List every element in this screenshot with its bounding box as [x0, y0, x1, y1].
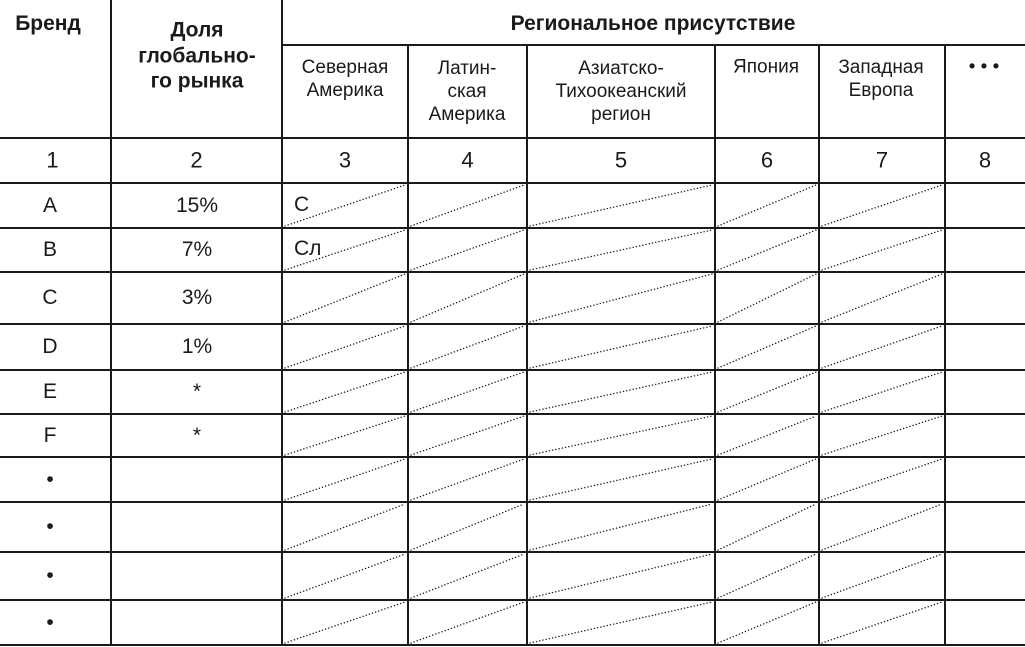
column-number: 5	[614, 147, 628, 173]
dotted-diagonal	[284, 273, 406, 323]
brand-cell: •	[46, 467, 54, 491]
dotted-diagonal	[410, 601, 525, 644]
brand-cell: D	[42, 335, 58, 359]
dotted-diagonal	[410, 553, 525, 599]
brand-header: Бренд	[15, 12, 81, 36]
brand-cell: F	[43, 423, 57, 447]
column-number: 4	[461, 147, 474, 173]
dotted-diagonal	[410, 371, 525, 413]
dotted-diagonal	[284, 601, 406, 644]
market-share-cell: 7%	[181, 238, 213, 262]
brand-cell: •	[46, 610, 54, 634]
region-header: Азиатско- Тихоокеанский регион	[555, 57, 687, 125]
dotted-diagonal	[284, 229, 406, 271]
dotted-diagonal	[529, 273, 713, 323]
market-share-cell: *	[192, 380, 202, 404]
dotted-diagonal	[410, 458, 525, 501]
dotted-diagonal	[821, 503, 943, 551]
dotted-diagonal	[717, 371, 817, 413]
dotted-diagonal	[821, 371, 943, 413]
market-share-cell: 3%	[181, 286, 213, 310]
brand-cell: •	[46, 515, 54, 539]
dotted-diagonal	[529, 553, 713, 599]
dotted-diagonal	[410, 273, 525, 323]
column-number: 7	[875, 147, 889, 173]
dotted-diagonal	[529, 415, 713, 456]
dotted-diagonal	[410, 503, 525, 551]
dotted-diagonal	[717, 458, 817, 501]
dotted-diagonal	[717, 229, 817, 271]
dotted-diagonal	[717, 601, 817, 644]
brand-cell: E	[42, 380, 58, 404]
dotted-diagonal	[284, 325, 406, 369]
dotted-diagonal	[717, 273, 817, 323]
column-number: 8	[978, 147, 992, 173]
column-number: 3	[338, 147, 352, 173]
presence-mark: С	[294, 192, 310, 216]
presence-mark: Сл	[294, 237, 322, 260]
brand-cell: B	[42, 238, 58, 262]
region-header: Северная Америка	[301, 57, 389, 101]
dotted-diagonal	[821, 184, 943, 227]
dotted-diagonal	[529, 325, 713, 369]
brand-cell: •	[46, 564, 54, 588]
column-number: 2	[190, 147, 203, 173]
dotted-diagonal	[821, 553, 943, 599]
dotted-diagonal	[821, 229, 943, 271]
dotted-diagonal	[284, 371, 406, 413]
dotted-diagonal	[717, 553, 817, 599]
regional-presence-header: Региональное присутствие	[510, 12, 796, 36]
dotted-diagonal	[717, 184, 817, 227]
dotted-diagonal	[529, 503, 713, 551]
region-header: Западная Европа	[838, 57, 924, 101]
dotted-diagonal	[410, 229, 525, 271]
dotted-diagonal	[821, 415, 943, 456]
column-number: 6	[760, 147, 774, 173]
global-share-header: Доля глобально- го рынка	[138, 18, 256, 93]
more-regions-ellipsis: • • •	[968, 56, 1000, 78]
dotted-diagonal	[717, 503, 817, 551]
dotted-diagonal	[410, 325, 525, 369]
dotted-diagonal	[410, 415, 525, 456]
dotted-diagonal	[529, 229, 713, 271]
dotted-diagonal	[529, 184, 713, 227]
dotted-diagonal	[821, 458, 943, 501]
dotted-diagonal	[821, 273, 943, 323]
column-number: 1	[46, 147, 59, 173]
market-share-cell: 15%	[175, 193, 219, 217]
market-share-cell: 1%	[181, 335, 213, 359]
dotted-diagonal	[284, 503, 406, 551]
dotted-diagonal	[284, 458, 406, 501]
dotted-diagonal	[284, 184, 406, 227]
region-header: Латин- ская Америка	[428, 57, 506, 125]
dotted-diagonal	[717, 415, 817, 456]
brand-cell: A	[42, 193, 58, 217]
dotted-diagonal	[529, 371, 713, 413]
dotted-diagonal	[529, 601, 713, 644]
region-header: Япония	[733, 56, 799, 78]
dotted-diagonal	[410, 184, 525, 227]
brand-cell: C	[42, 286, 58, 310]
dotted-diagonal	[284, 415, 406, 456]
dotted-diagonal	[821, 325, 943, 369]
market-share-cell: *	[192, 423, 202, 447]
dotted-diagonal	[717, 325, 817, 369]
dotted-diagonal	[821, 601, 943, 644]
dotted-diagonal	[284, 553, 406, 599]
dotted-diagonal	[529, 458, 713, 501]
